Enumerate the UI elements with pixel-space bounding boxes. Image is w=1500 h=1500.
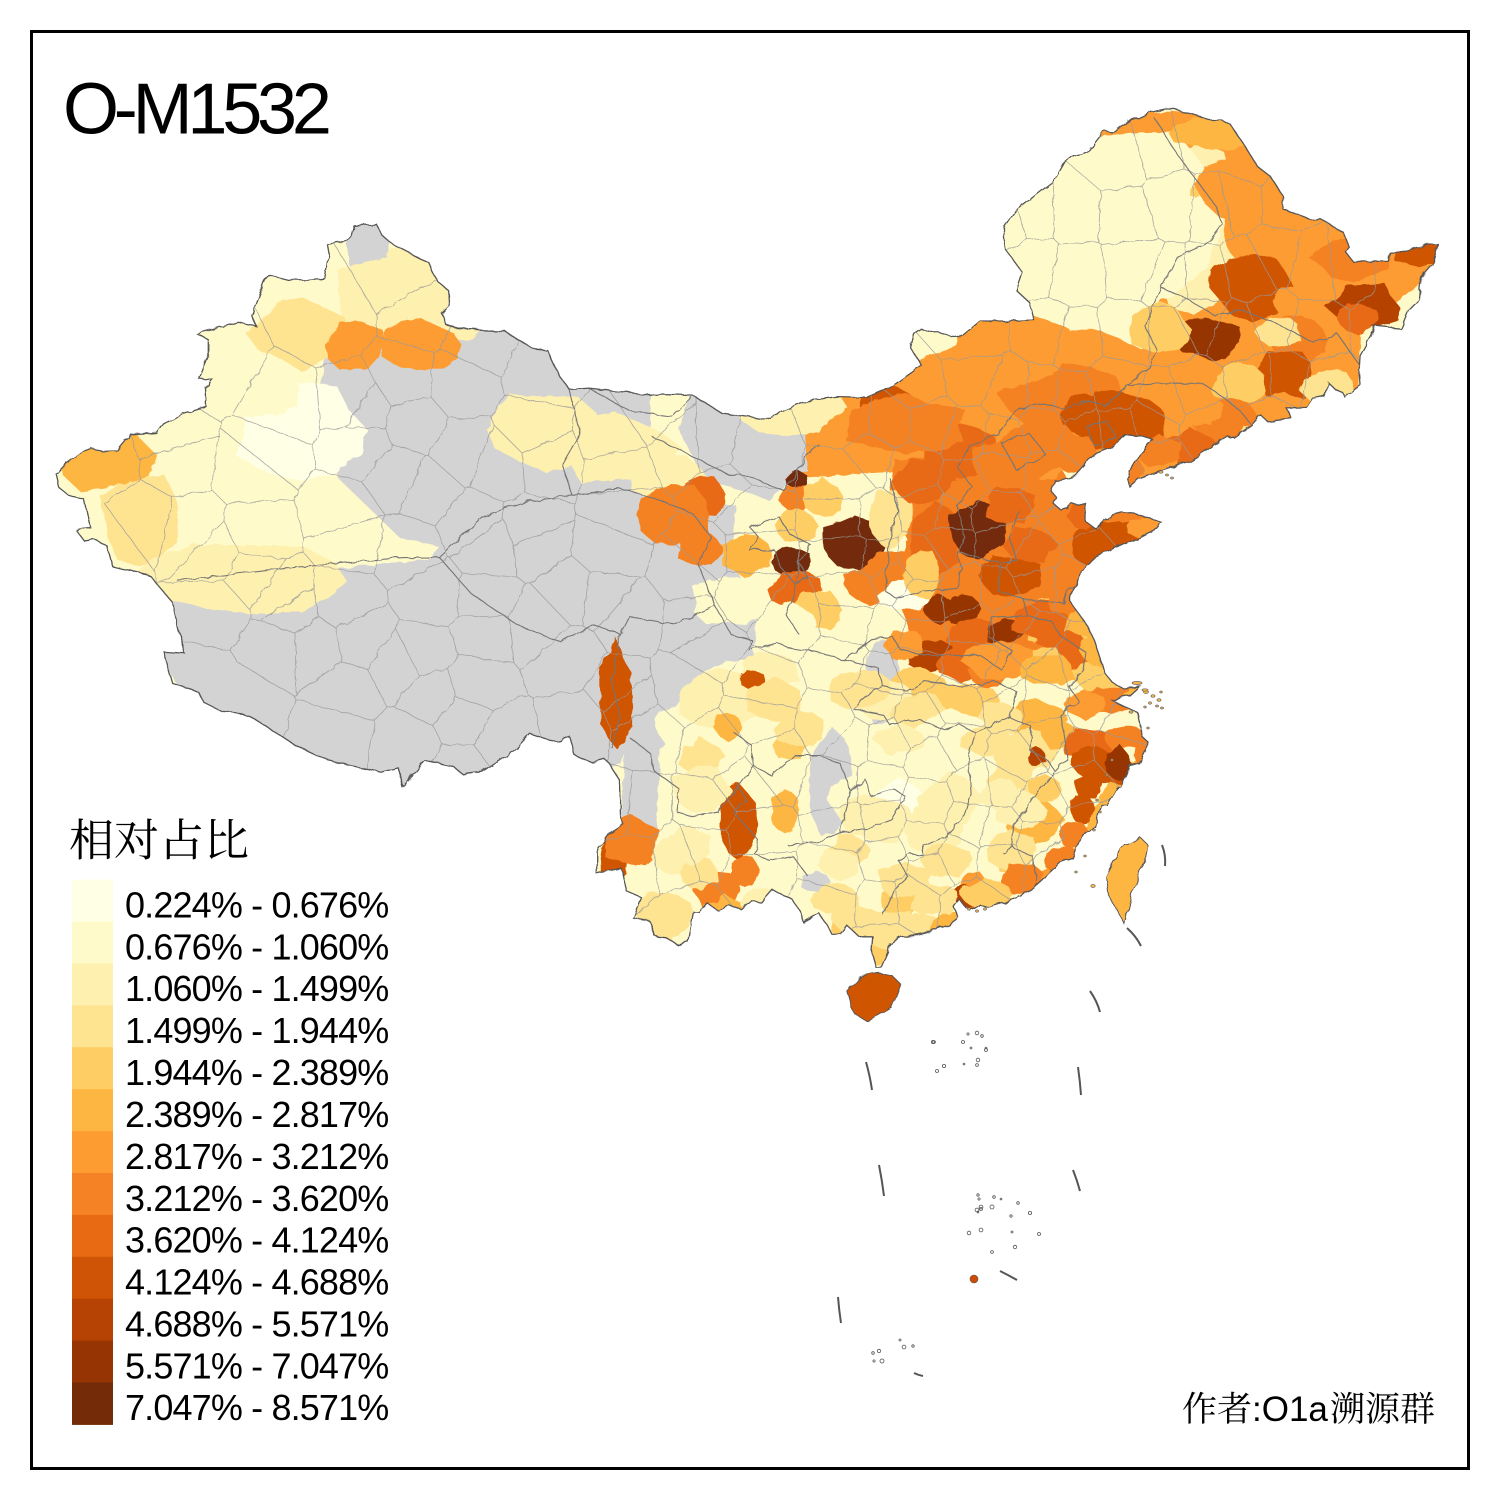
svg-text:1.499% - 1.944%: 1.499% - 1.944%	[125, 1010, 388, 1051]
svg-text:7.047% - 8.571%: 7.047% - 8.571%	[125, 1387, 388, 1428]
svg-text:2.389% - 2.817%: 2.389% - 2.817%	[125, 1094, 388, 1135]
svg-text:3.620% - 4.124%: 3.620% - 4.124%	[125, 1220, 388, 1261]
svg-text:0.676% - 1.060%: 0.676% - 1.060%	[125, 926, 388, 967]
svg-text:4.124% - 4.688%: 4.124% - 4.688%	[125, 1262, 388, 1303]
svg-text:O-M1532: O-M1532	[63, 70, 329, 150]
svg-text:2.817% - 3.212%: 2.817% - 3.212%	[125, 1136, 388, 1177]
svg-text:1.060% - 1.499%: 1.060% - 1.499%	[125, 968, 388, 1009]
svg-text:0.224% - 0.676%: 0.224% - 0.676%	[125, 885, 388, 926]
svg-text:4.688% - 5.571%: 4.688% - 5.571%	[125, 1304, 388, 1345]
svg-text::O1a: :O1a	[1252, 1390, 1328, 1429]
svg-text:1.944% - 2.389%: 1.944% - 2.389%	[125, 1052, 388, 1093]
svg-text:5.571% - 7.047%: 5.571% - 7.047%	[125, 1345, 388, 1386]
svg-text:3.212% - 3.620%: 3.212% - 3.620%	[125, 1178, 388, 1219]
